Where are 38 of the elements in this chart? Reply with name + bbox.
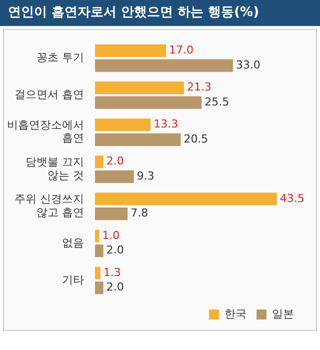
data-label: 33.0 (236, 58, 260, 72)
y-tick-label: 꽁초 투기 (36, 50, 84, 64)
bar (95, 207, 128, 220)
bar (95, 230, 100, 242)
y-tick-label: 비흡연장소에서 흡연 (7, 118, 84, 145)
legend-label: 일본 (272, 307, 294, 320)
data-label: 25.5 (204, 95, 230, 108)
bar (95, 170, 134, 184)
data-label: 43.5 (280, 192, 304, 205)
bar (95, 44, 166, 58)
bar (95, 282, 104, 294)
data-label: 2.0 (106, 154, 124, 168)
bar (95, 156, 104, 168)
bar (95, 244, 104, 258)
data-label: 7.8 (130, 206, 148, 220)
data-label: 1.0 (102, 228, 120, 242)
data-label: 21.3 (187, 80, 212, 94)
y-tick-label: 없음 (62, 236, 84, 250)
legend-label: 한국 (224, 307, 246, 320)
bar (95, 59, 233, 72)
bar (95, 118, 151, 132)
data-label: 9.3 (136, 170, 154, 183)
data-label: 20.5 (184, 132, 208, 146)
bar (95, 266, 100, 280)
y-tick-label: 주위 신경쓰지 않고 흡연 (14, 192, 84, 219)
data-label: 17.0 (169, 44, 194, 57)
chart-title: 연인이 흡연자로서 안했으면 하는 행동(%) (0, 0, 320, 26)
bar (95, 133, 181, 146)
y-tick-label: 기타 (62, 273, 84, 286)
data-label: 1.3 (103, 266, 121, 279)
bar (95, 192, 277, 206)
data-label: 2.0 (106, 244, 124, 257)
data-label: 13.3 (154, 118, 178, 131)
y-tick-label: 걸으면서 흡연 (14, 88, 84, 102)
bar (95, 96, 202, 109)
y-tick-label: 담뱃불 끄지 않는 것 (26, 156, 84, 182)
bar (95, 81, 184, 94)
data-label: 2.0 (106, 280, 124, 294)
